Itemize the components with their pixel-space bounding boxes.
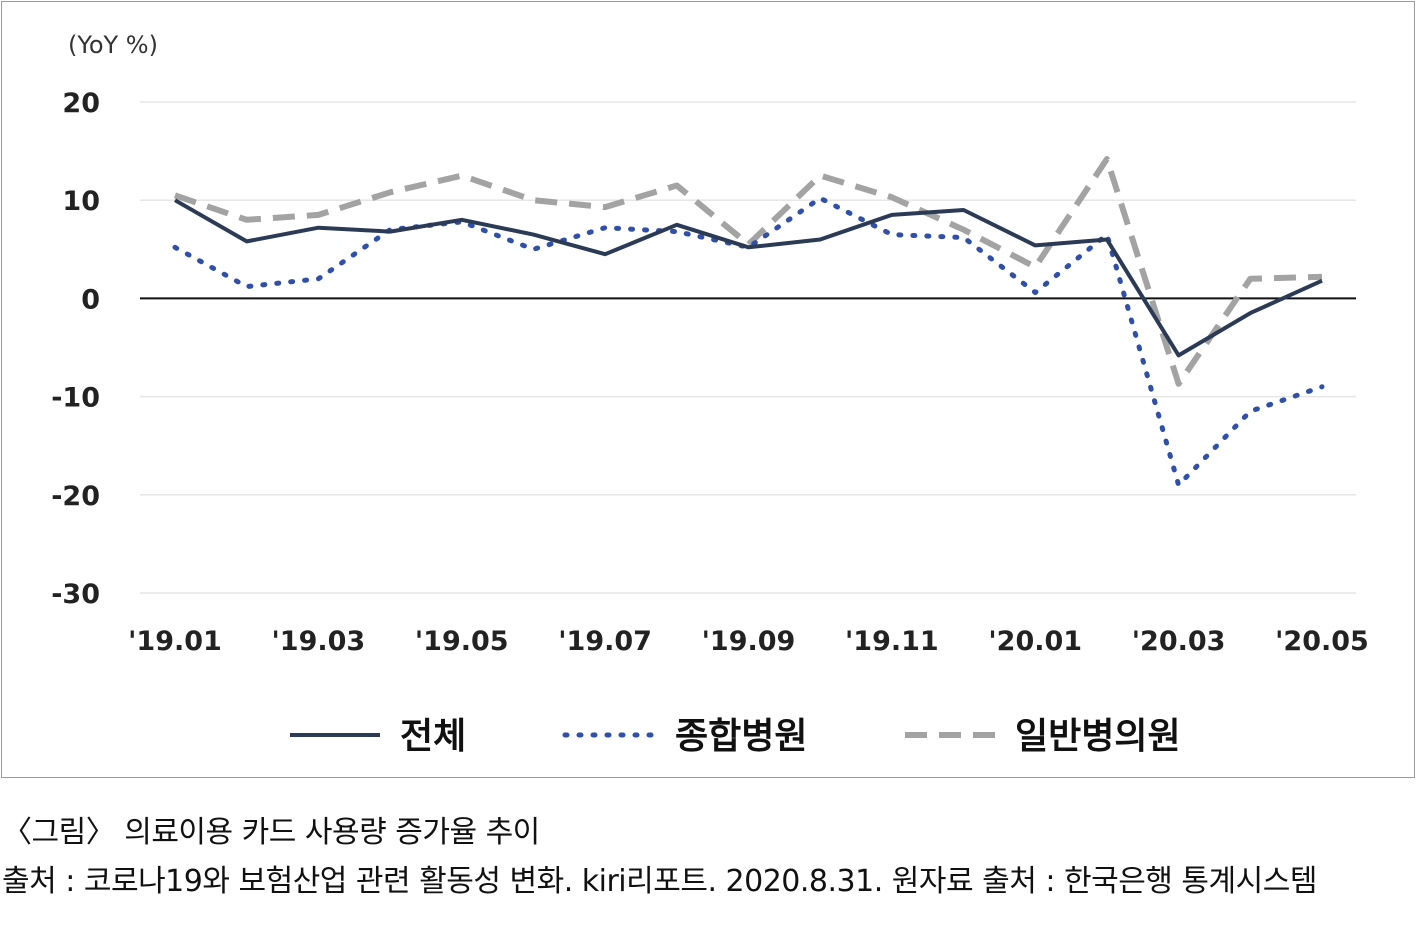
legend-label-1: 전체	[400, 716, 466, 757]
x-tick-label: '19.03	[272, 626, 366, 657]
line-chart: 20 10 0 -10 -20 -30 (YoY %) '19.01 '19.03 '19.05 '…	[51, 31, 1369, 757]
x-tick-label: '20.01	[988, 626, 1082, 657]
series-line-3	[174, 156, 1323, 387]
x-tick-label: '19.09	[702, 626, 796, 657]
y-tick-label: 10	[62, 186, 100, 217]
legend-label-2: 종합병원	[675, 716, 807, 757]
y-tick-label: 20	[62, 88, 100, 119]
x-tick-label: '19.01	[128, 626, 222, 657]
x-tick-label: '20.05	[1275, 626, 1369, 657]
figure-caption: 〈그림〉 의료이용 카드 사용량 증가율 추이	[2, 815, 540, 850]
x-tick-label: '19.07	[558, 626, 652, 657]
y-tick-label: -10	[51, 383, 100, 414]
y-tick-label: -20	[51, 481, 100, 512]
y-tick-label: 0	[81, 284, 100, 315]
source-caption: 출처 : 코로나19와 보험산업 관련 활동성 변화. kiri리포트. 202…	[2, 864, 1317, 899]
y-unit-label: (YoY %)	[68, 31, 158, 59]
x-tick-label: '19.11	[845, 626, 939, 657]
legend-label-3: 일반병의원	[1015, 716, 1181, 757]
y-tick-label: -30	[51, 579, 100, 610]
series-line-1	[174, 198, 1323, 358]
series-line-2	[172, 195, 1325, 488]
x-tick-label: '19.05	[415, 626, 509, 657]
chart-frame	[1, 1, 1415, 778]
x-tick-label: '20.03	[1132, 626, 1226, 657]
